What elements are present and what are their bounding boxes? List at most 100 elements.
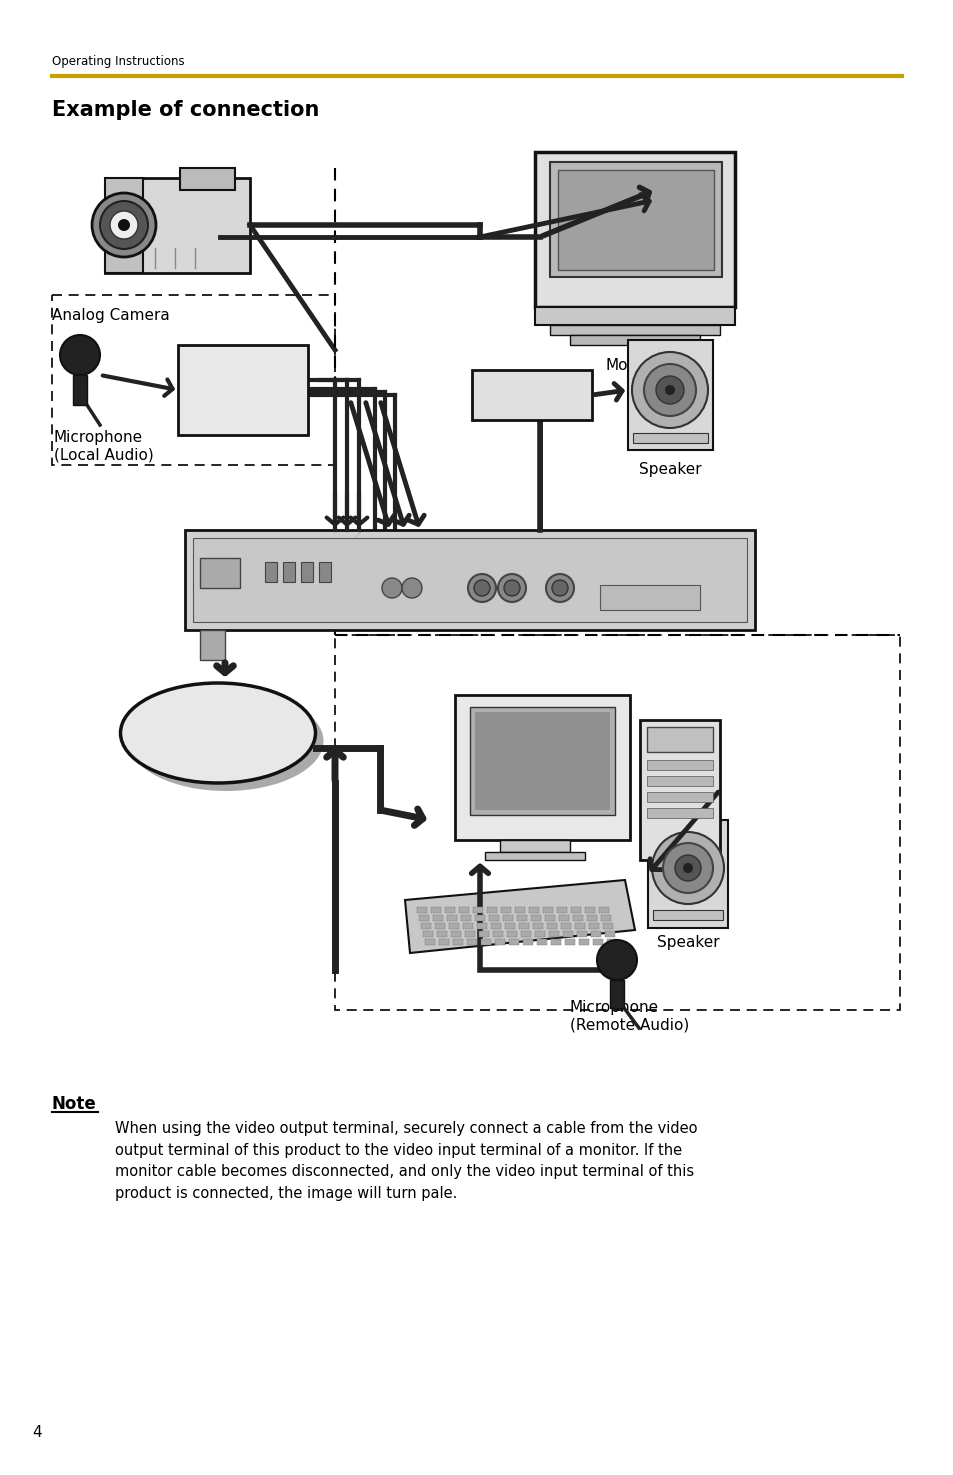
Bar xyxy=(562,931,573,937)
Bar xyxy=(564,940,575,945)
Bar xyxy=(646,808,712,819)
Circle shape xyxy=(682,863,692,873)
Text: AUDIO: AUDIO xyxy=(388,546,411,552)
Circle shape xyxy=(497,574,525,602)
Bar xyxy=(500,907,511,913)
Bar xyxy=(535,931,544,937)
Bar xyxy=(531,914,540,920)
Bar xyxy=(495,940,504,945)
Polygon shape xyxy=(405,881,635,953)
Circle shape xyxy=(468,574,496,602)
Bar xyxy=(537,940,546,945)
Bar xyxy=(105,178,250,273)
Bar xyxy=(627,341,712,450)
Bar xyxy=(335,636,899,1010)
Bar xyxy=(571,907,580,913)
Bar xyxy=(604,931,615,937)
Bar xyxy=(647,820,727,928)
Bar xyxy=(548,931,558,937)
Text: IN   VIDEO  OUT: IN VIDEO OUT xyxy=(470,547,519,552)
Bar xyxy=(486,907,497,913)
Bar xyxy=(435,923,444,929)
Bar xyxy=(557,907,566,913)
Text: Monitor: Monitor xyxy=(605,358,663,373)
Bar xyxy=(520,931,531,937)
Text: Operating Instructions: Operating Instructions xyxy=(52,55,185,68)
Bar xyxy=(480,940,491,945)
Bar xyxy=(584,907,595,913)
Bar xyxy=(600,914,610,920)
Bar xyxy=(464,931,475,937)
Bar xyxy=(535,307,734,324)
Bar xyxy=(517,914,526,920)
Circle shape xyxy=(110,211,138,239)
Bar xyxy=(447,914,456,920)
Bar xyxy=(283,562,294,583)
Bar xyxy=(639,720,720,860)
Bar xyxy=(453,940,462,945)
Bar xyxy=(609,979,623,1007)
Bar xyxy=(558,914,568,920)
Bar xyxy=(544,914,555,920)
Text: LAN: LAN xyxy=(213,541,228,550)
Bar xyxy=(577,931,586,937)
Bar xyxy=(573,914,582,920)
Bar xyxy=(598,907,608,913)
Bar xyxy=(515,907,524,913)
Text: 4: 4 xyxy=(32,1425,42,1440)
Bar xyxy=(473,907,482,913)
Bar xyxy=(578,940,588,945)
Text: IN   OUT: IN OUT xyxy=(292,547,317,552)
Circle shape xyxy=(643,364,696,416)
Bar xyxy=(599,586,700,611)
Bar xyxy=(73,375,87,406)
Bar xyxy=(424,940,435,945)
Text: Example of connection: Example of connection xyxy=(52,100,319,119)
Bar xyxy=(467,940,476,945)
Bar xyxy=(301,562,313,583)
Text: Amplifier or
mixer: Amplifier or mixer xyxy=(198,373,288,406)
Bar xyxy=(451,931,460,937)
Bar xyxy=(52,295,335,465)
Bar xyxy=(586,914,597,920)
Bar xyxy=(444,907,455,913)
Ellipse shape xyxy=(129,690,323,791)
Bar xyxy=(460,914,471,920)
Bar xyxy=(546,923,557,929)
Circle shape xyxy=(597,940,637,979)
Text: Speaker: Speaker xyxy=(638,462,700,476)
Circle shape xyxy=(545,574,574,602)
Bar xyxy=(506,931,517,937)
Bar xyxy=(422,931,433,937)
Bar xyxy=(180,168,234,190)
Text: DC IN
AC ADAPTER ONLY: DC IN AC ADAPTER ONLY xyxy=(609,555,659,565)
Bar xyxy=(472,370,592,420)
Text: Microphone
(Local Audio): Microphone (Local Audio) xyxy=(54,431,153,462)
Bar xyxy=(318,562,331,583)
Bar xyxy=(550,324,720,335)
Bar xyxy=(522,940,533,945)
Bar xyxy=(489,914,498,920)
Circle shape xyxy=(656,376,683,404)
Bar xyxy=(533,923,542,929)
Bar xyxy=(499,839,569,853)
Bar xyxy=(200,630,225,659)
Bar xyxy=(558,170,713,270)
Circle shape xyxy=(60,335,100,375)
Circle shape xyxy=(381,578,401,597)
Bar xyxy=(265,562,276,583)
Bar xyxy=(433,914,442,920)
Circle shape xyxy=(631,353,707,428)
Bar xyxy=(509,940,518,945)
Bar xyxy=(569,335,700,345)
Bar xyxy=(462,923,473,929)
Bar xyxy=(504,923,515,929)
Bar xyxy=(178,345,308,435)
Bar xyxy=(575,923,584,929)
Bar xyxy=(436,931,447,937)
Bar xyxy=(193,538,746,622)
Bar xyxy=(646,776,712,786)
Circle shape xyxy=(675,855,700,881)
Bar xyxy=(185,530,754,630)
Text: Amplifier: Amplifier xyxy=(497,388,566,403)
